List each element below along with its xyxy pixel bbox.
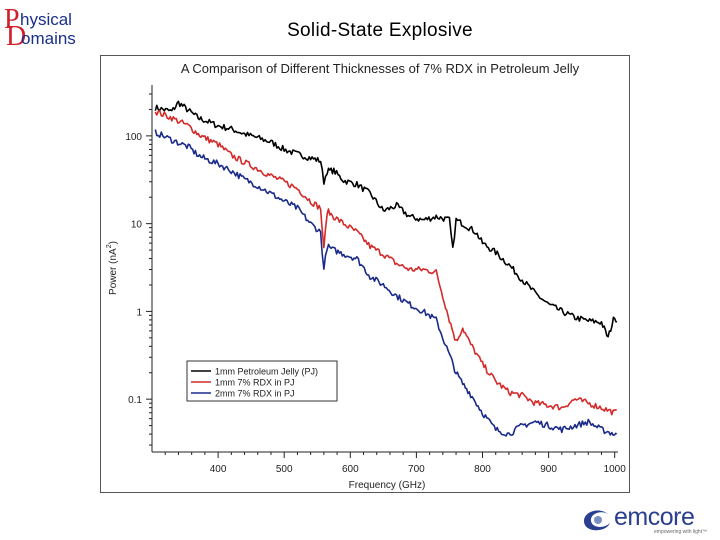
series-line-3	[154, 129, 618, 437]
page-title: Solid-State Explosive	[287, 20, 473, 41]
emcore-wordmark: emcore	[614, 503, 695, 531]
emcore-swirl-icon	[584, 510, 610, 531]
x-tick-label: 600	[342, 464, 359, 475]
chart-title: A Comparison of Different Thicknesses of…	[181, 61, 580, 76]
x-tick-label: 900	[540, 464, 557, 475]
x-tick-label: 1000	[604, 464, 627, 475]
x-tick-label: 400	[210, 464, 227, 475]
chart-legend: 1mm Petroleum Jelly (PJ)1mm 7% RDX in PJ…	[186, 360, 338, 402]
logo-initial-p: P	[4, 4, 20, 35]
x-axis-label: Frequency (GHz)	[349, 480, 426, 491]
legend-box	[186, 360, 338, 402]
chart-lines	[154, 100, 618, 437]
emcore-logo: emcore empowering with light™	[580, 503, 715, 537]
y-tick-label: 100	[125, 132, 142, 143]
y-tick-label: 1	[136, 307, 142, 318]
y-axis-label-close: )	[108, 241, 119, 244]
y-tick-label: 10	[131, 220, 143, 231]
logo-text-hysical: hysical	[20, 10, 72, 29]
series-line-1	[154, 100, 618, 338]
series-line-2	[154, 110, 617, 416]
chart-frame	[100, 55, 630, 493]
x-tick-label: 800	[474, 464, 491, 475]
legend-label: 2mm 7% RDX in PJ	[215, 389, 295, 399]
logo-text-omains: omains	[21, 29, 76, 48]
y-tick-label: 0.1	[128, 395, 142, 406]
x-tick-label: 500	[276, 464, 293, 475]
legend-label: 1mm 7% RDX in PJ	[215, 378, 295, 388]
emcore-tagline: empowering with light™	[654, 529, 708, 535]
y-axis-label-sup: 2	[106, 244, 113, 248]
logo-initial-d: D	[6, 21, 27, 52]
y-axis-label: Power (nA2)	[106, 241, 119, 295]
y-axis-label-base: Power (nA	[108, 248, 119, 295]
physical-domains-logo: P hysical D omains	[4, 4, 96, 52]
legend-label: 1mm Petroleum Jelly (PJ)	[215, 367, 318, 377]
chart-axes: 400 500 600 700 800 900 1000 100 10 1 0.1	[125, 85, 626, 475]
x-tick-label: 700	[408, 464, 425, 475]
